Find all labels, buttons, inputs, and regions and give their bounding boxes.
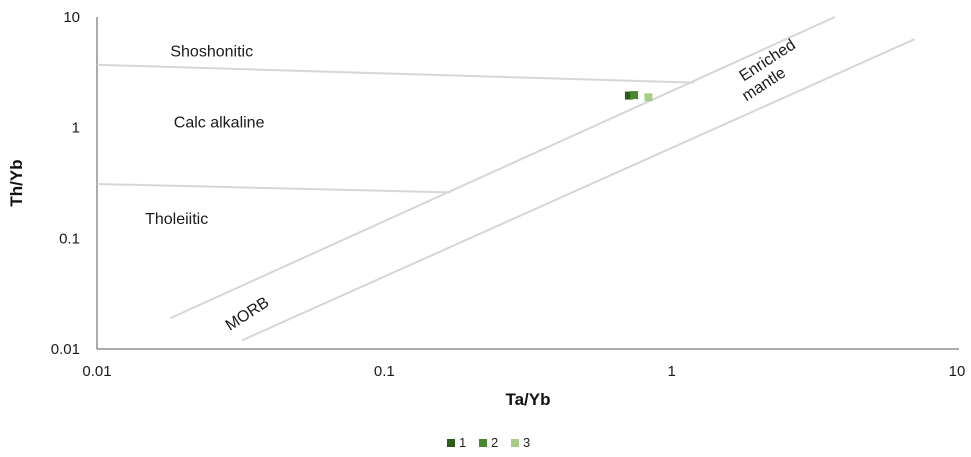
y-tick-label: 1 — [72, 120, 80, 137]
x-tick-labels: 0.01 0.1 1 10 — [82, 363, 965, 380]
x-axis-title: Ta/Yb — [505, 390, 550, 409]
y-tick-labels: 0.01 0.1 1 10 — [51, 9, 80, 358]
legend-label-2: 2 — [491, 435, 498, 450]
legend-label-1: 1 — [459, 435, 466, 450]
data-point-series-1 — [624, 91, 633, 100]
legend-swatch-2 — [479, 439, 487, 447]
region-label: Calc alkaline — [174, 115, 265, 132]
x-tick-label: 10 — [949, 363, 966, 380]
region-label: Tholeiitic — [145, 211, 208, 228]
boundary-lines — [96, 16, 915, 342]
legend-swatch-1 — [447, 439, 455, 447]
boundary-line-shoshonitic-calcalkaline — [96, 63, 695, 84]
y-tick-label: 0.1 — [59, 230, 80, 247]
data-point-series-2 — [630, 91, 639, 100]
plot-area — [97, 17, 959, 349]
y-axis-title: Th/Yb — [7, 159, 26, 206]
legend-label-3: 3 — [523, 435, 530, 450]
data-point-series-3 — [644, 93, 653, 102]
region-label: Shoshonitic — [170, 43, 253, 60]
x-tick-label: 1 — [667, 363, 675, 380]
legend: 1 2 3 — [447, 435, 530, 450]
x-tick-label: 0.01 — [82, 363, 111, 380]
boundary-line-mantle-array-lower — [241, 38, 915, 342]
y-tick-label: 10 — [63, 9, 80, 26]
boundary-line-mantle-array-upper — [169, 16, 836, 320]
y-tick-label: 0.01 — [51, 341, 80, 358]
boundary-line-calcalkaline-tholeiitic — [96, 182, 451, 194]
data-points — [624, 91, 653, 102]
legend-swatch-3 — [511, 439, 519, 447]
x-tick-label: 0.1 — [374, 363, 395, 380]
